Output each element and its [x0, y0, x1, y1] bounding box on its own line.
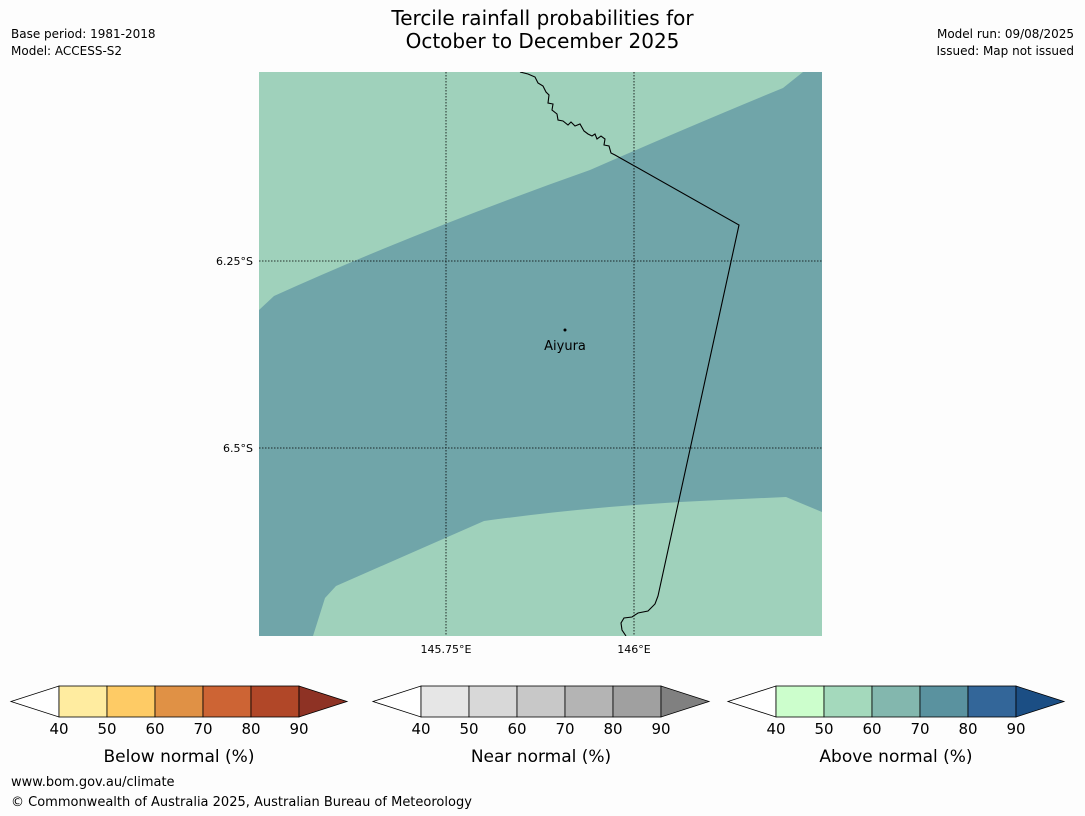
colorbar-above-tick: 60 [862, 720, 881, 738]
colorbar-below-tick: 60 [145, 720, 164, 738]
colorbar-above-high-extend [1015, 685, 1066, 718]
issued-text: Issued: Map not issued [936, 44, 1074, 58]
colorbar-above-segment [871, 685, 921, 718]
colorbar-below-tick: 40 [49, 720, 68, 738]
colorbar-below-segment [58, 685, 108, 718]
footer-copyright: © Commonwealth of Australia 2025, Austra… [11, 795, 472, 810]
map-title: Tercile rainfall probabilities for Octob… [0, 7, 1085, 53]
footer-url: www.bom.gov.au/climate [11, 775, 175, 790]
colorbar-near-label: Near normal (%) [471, 747, 611, 767]
lon-tick-145-75: 145.75°E [421, 643, 472, 656]
colorbar-above-low-extend [726, 685, 777, 718]
lat-tick-6-25: 6.25°S [216, 255, 253, 268]
above-normal-60-70-region [259, 72, 822, 636]
colorbar-near-tick: 40 [411, 720, 430, 738]
colorbar-above-segment [823, 685, 873, 718]
colorbar-below-tick: 90 [289, 720, 308, 738]
colorbar-near-tick: 80 [603, 720, 622, 738]
colorbar-near-segment [420, 685, 470, 718]
colorbar-above: 40 50 60 70 80 90 Above normal (%) [726, 685, 1066, 767]
lat-tick-6-5: 6.5°S [223, 442, 253, 455]
colorbar-near: 40 50 60 70 80 90 Near normal (%) [371, 685, 711, 767]
colorbar-above-tick: 70 [910, 720, 929, 738]
colorbar-near-high-extend [660, 685, 711, 718]
colorbar-below-low-extend [9, 685, 60, 718]
colorbar-below-label: Below normal (%) [104, 747, 255, 767]
colorbar-near-tick: 60 [507, 720, 526, 738]
colorbar-below-segment [106, 685, 156, 718]
colorbar-below-segment [250, 685, 300, 718]
colorbars: 40 50 60 70 80 90 Below normal (%) 40 50 60 70 80 90… [9, 685, 1066, 767]
colorbar-below-segment [202, 685, 252, 718]
title-line-2: October to December 2025 [405, 29, 680, 53]
colorbar-near-tick: 70 [555, 720, 574, 738]
colorbar-below-tick: 50 [97, 720, 116, 738]
colorbar-near-segment [612, 685, 662, 718]
meta-right: Model run: 09/08/2025 Issued: Map not is… [936, 26, 1074, 60]
colorbar-above-tick: 80 [958, 720, 977, 738]
province-boundary [519, 72, 740, 636]
base-period-text: Base period: 1981-2018 [11, 27, 156, 41]
colorbar-below-high-extend [298, 685, 349, 718]
colorbar-near-segment [468, 685, 518, 718]
colorbar-below: 40 50 60 70 80 90 Below normal (%) [9, 685, 349, 767]
colorbar-near-tick: 50 [459, 720, 478, 738]
aiyura-marker [563, 328, 567, 332]
colorbar-below-tick: 70 [193, 720, 212, 738]
aiyura-label: Aiyura [544, 339, 586, 354]
colorbar-above-tick: 50 [814, 720, 833, 738]
colorbar-above-label: Above normal (%) [819, 747, 972, 767]
colorbar-below-tick: 80 [241, 720, 260, 738]
colorbar-above-segment [775, 685, 825, 718]
meta-left: Base period: 1981-2018 Model: ACCESS-S2 [11, 26, 156, 60]
colorbar-near-segment [516, 685, 566, 718]
colorbar-above-segment [919, 685, 969, 718]
colorbar-near-low-extend [371, 685, 422, 718]
map-panel: Aiyura [259, 72, 822, 636]
colorbar-above-tick: 90 [1006, 720, 1025, 738]
model-text: Model: ACCESS-S2 [11, 44, 123, 58]
colorbar-above-segment [967, 685, 1017, 718]
colorbar-above-tick: 40 [766, 720, 785, 738]
model-run-text: Model run: 09/08/2025 [936, 27, 1074, 41]
title-line-1: Tercile rainfall probabilities for [391, 6, 694, 30]
colorbar-near-segment [564, 685, 614, 718]
colorbar-below-segment [154, 685, 204, 718]
lon-tick-146: 146°E [617, 643, 650, 656]
colorbar-near-tick: 90 [651, 720, 670, 738]
